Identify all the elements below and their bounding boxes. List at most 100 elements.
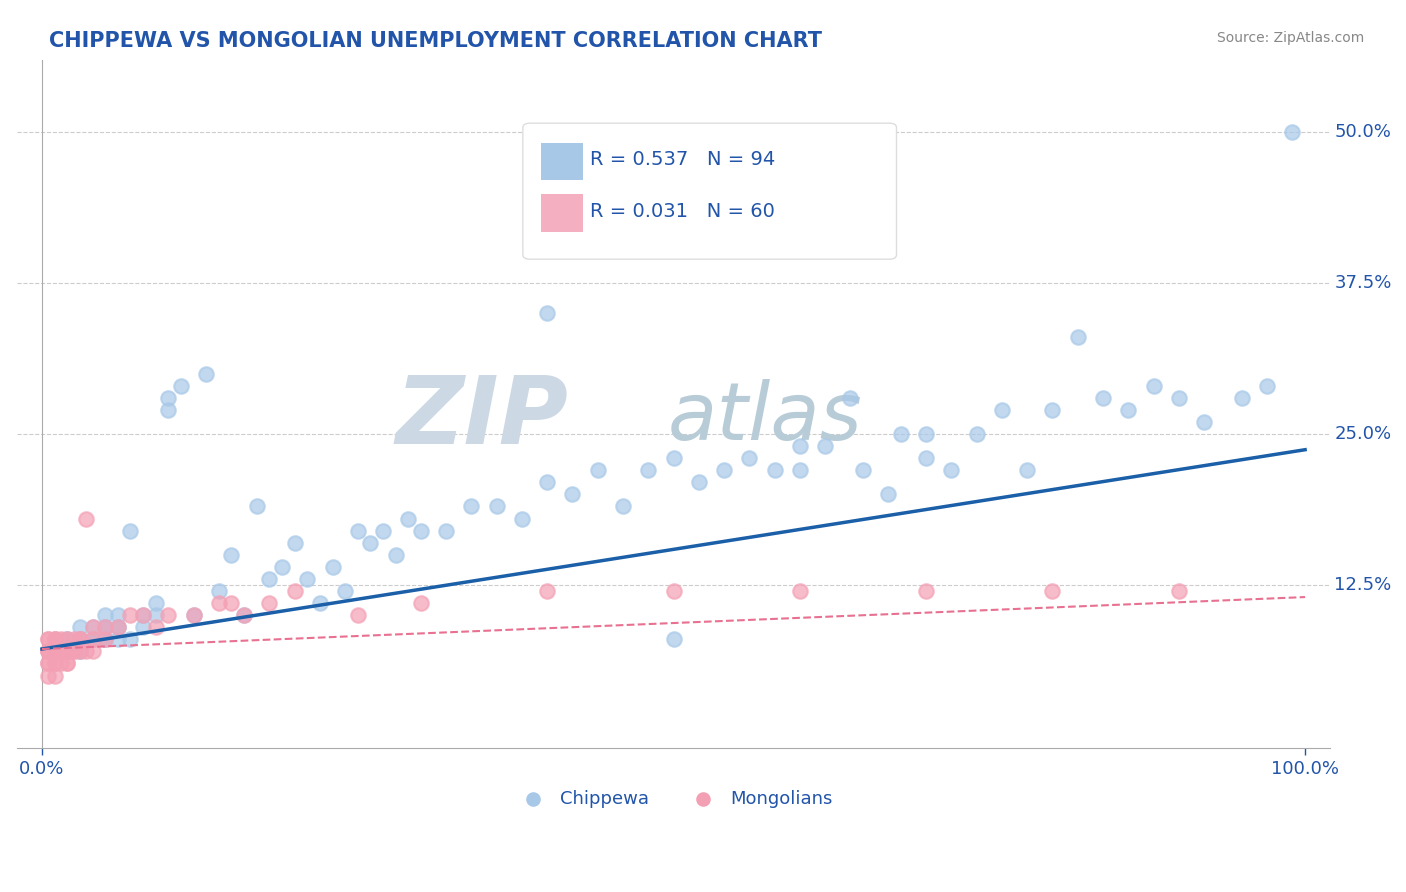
Point [966, 427, 988, 442]
Point [82, 644, 104, 658]
Point [56, 632, 79, 647]
Point [321, 560, 343, 574]
Point [107, 608, 129, 623]
Point [536, 475, 558, 490]
Point [259, 596, 281, 610]
Point [145, 608, 167, 623]
Point [586, 463, 609, 477]
Point [94, 632, 117, 647]
Legend: Chippewa, Mongolians: Chippewa, Mongolians [508, 782, 839, 814]
Point [510, 511, 533, 525]
Point [82, 632, 104, 647]
Point [688, 475, 710, 490]
Point [120, 632, 142, 647]
Point [37, 644, 59, 658]
Point [94, 632, 117, 647]
Point [485, 500, 508, 514]
Point [536, 584, 558, 599]
Point [49, 644, 72, 658]
Point [221, 596, 243, 610]
Point [536, 306, 558, 320]
Point [56, 632, 79, 647]
Point [460, 500, 482, 514]
Point [1256, 378, 1278, 392]
Point [852, 463, 875, 477]
Point [44, 657, 66, 671]
Point [44, 644, 66, 658]
Point [839, 391, 862, 405]
Point [183, 608, 205, 623]
Point [82, 620, 104, 634]
Point [259, 572, 281, 586]
Point [56, 632, 79, 647]
Point [1017, 463, 1039, 477]
Point [56, 644, 79, 658]
Point [49, 657, 72, 671]
Point [1116, 402, 1139, 417]
Point [132, 608, 155, 623]
Point [37, 632, 59, 647]
Point [637, 463, 659, 477]
Point [44, 657, 66, 671]
Point [1091, 391, 1114, 405]
Point [44, 632, 66, 647]
Point [107, 620, 129, 634]
Point [195, 367, 218, 381]
Point [69, 620, 91, 634]
Point [1192, 415, 1215, 429]
Point [56, 644, 79, 658]
Point [49, 644, 72, 658]
Text: ZIP: ZIP [395, 372, 568, 464]
Text: 25.0%: 25.0% [1334, 425, 1392, 443]
Point [120, 608, 142, 623]
Point [44, 668, 66, 682]
Point [233, 608, 256, 623]
Point [221, 548, 243, 562]
Point [662, 632, 685, 647]
Point [246, 500, 269, 514]
Point [1067, 330, 1090, 344]
Point [56, 644, 79, 658]
Point [94, 608, 117, 623]
Point [56, 644, 79, 658]
Text: R = 0.537   N = 94: R = 0.537 N = 94 [591, 151, 775, 169]
Point [738, 451, 761, 466]
Point [69, 644, 91, 658]
Point [94, 620, 117, 634]
Point [62, 632, 84, 647]
Point [145, 620, 167, 634]
Point [44, 644, 66, 658]
Point [120, 524, 142, 538]
Text: 50.0%: 50.0% [1334, 123, 1391, 141]
Point [1042, 584, 1064, 599]
Point [37, 644, 59, 658]
Point [94, 620, 117, 634]
Point [359, 535, 381, 549]
Point [1167, 584, 1189, 599]
Point [434, 524, 457, 538]
Point [208, 584, 231, 599]
Point [94, 620, 117, 634]
Point [49, 632, 72, 647]
Text: 12.5%: 12.5% [1334, 576, 1392, 594]
Point [132, 620, 155, 634]
Point [82, 632, 104, 647]
Point [37, 644, 59, 658]
Point [62, 644, 84, 658]
Point [346, 608, 368, 623]
Point [1230, 391, 1253, 405]
Point [1142, 378, 1164, 392]
Point [814, 439, 837, 453]
Point [145, 596, 167, 610]
Point [107, 620, 129, 634]
Point [941, 463, 963, 477]
Point [890, 427, 912, 442]
Point [297, 572, 319, 586]
Point [763, 463, 786, 477]
Point [915, 451, 938, 466]
Point [82, 620, 104, 634]
Point [333, 584, 356, 599]
Point [56, 657, 79, 671]
Point [82, 632, 104, 647]
Point [37, 632, 59, 647]
